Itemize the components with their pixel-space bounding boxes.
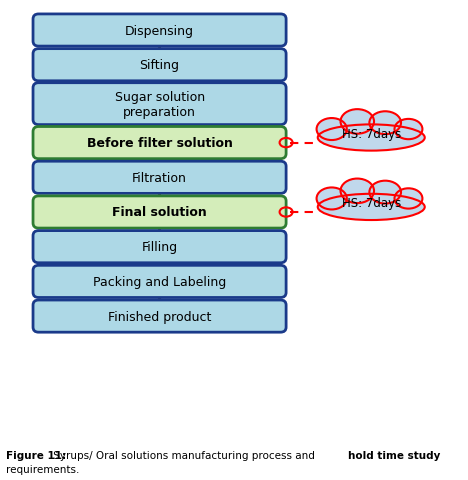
FancyBboxPatch shape <box>33 196 286 228</box>
FancyBboxPatch shape <box>33 49 286 82</box>
Text: Filtration: Filtration <box>132 171 187 184</box>
Text: Final solution: Final solution <box>112 206 207 219</box>
FancyBboxPatch shape <box>33 300 286 333</box>
Text: requirements.: requirements. <box>6 464 80 474</box>
Text: Dispensing: Dispensing <box>125 24 194 37</box>
Ellipse shape <box>341 179 374 204</box>
Text: hold time study: hold time study <box>348 450 440 460</box>
Text: Sifting: Sifting <box>139 59 180 72</box>
Ellipse shape <box>316 188 347 210</box>
Ellipse shape <box>341 110 374 134</box>
FancyBboxPatch shape <box>33 231 286 263</box>
FancyBboxPatch shape <box>33 84 286 125</box>
Text: Finished product: Finished product <box>108 310 211 323</box>
Ellipse shape <box>369 112 401 135</box>
FancyBboxPatch shape <box>33 266 286 298</box>
Ellipse shape <box>395 120 423 140</box>
Ellipse shape <box>318 125 425 151</box>
Text: Filling: Filling <box>141 240 178 253</box>
Text: HS: 7days: HS: 7days <box>342 197 401 210</box>
FancyBboxPatch shape <box>33 127 286 159</box>
Ellipse shape <box>318 194 425 221</box>
FancyBboxPatch shape <box>33 162 286 194</box>
Text: HS: 7days: HS: 7days <box>342 128 401 141</box>
Text: Packing and Labeling: Packing and Labeling <box>93 276 226 288</box>
Ellipse shape <box>369 181 401 204</box>
Ellipse shape <box>316 119 347 141</box>
Ellipse shape <box>395 189 423 209</box>
FancyBboxPatch shape <box>33 15 286 47</box>
Text: Figure 11:: Figure 11: <box>6 450 66 460</box>
Text: Syrups/ Oral solutions manufacturing process and: Syrups/ Oral solutions manufacturing pro… <box>50 450 318 460</box>
Text: Before filter solution: Before filter solution <box>87 137 233 150</box>
Text: Sugar solution
preparation: Sugar solution preparation <box>115 90 205 119</box>
